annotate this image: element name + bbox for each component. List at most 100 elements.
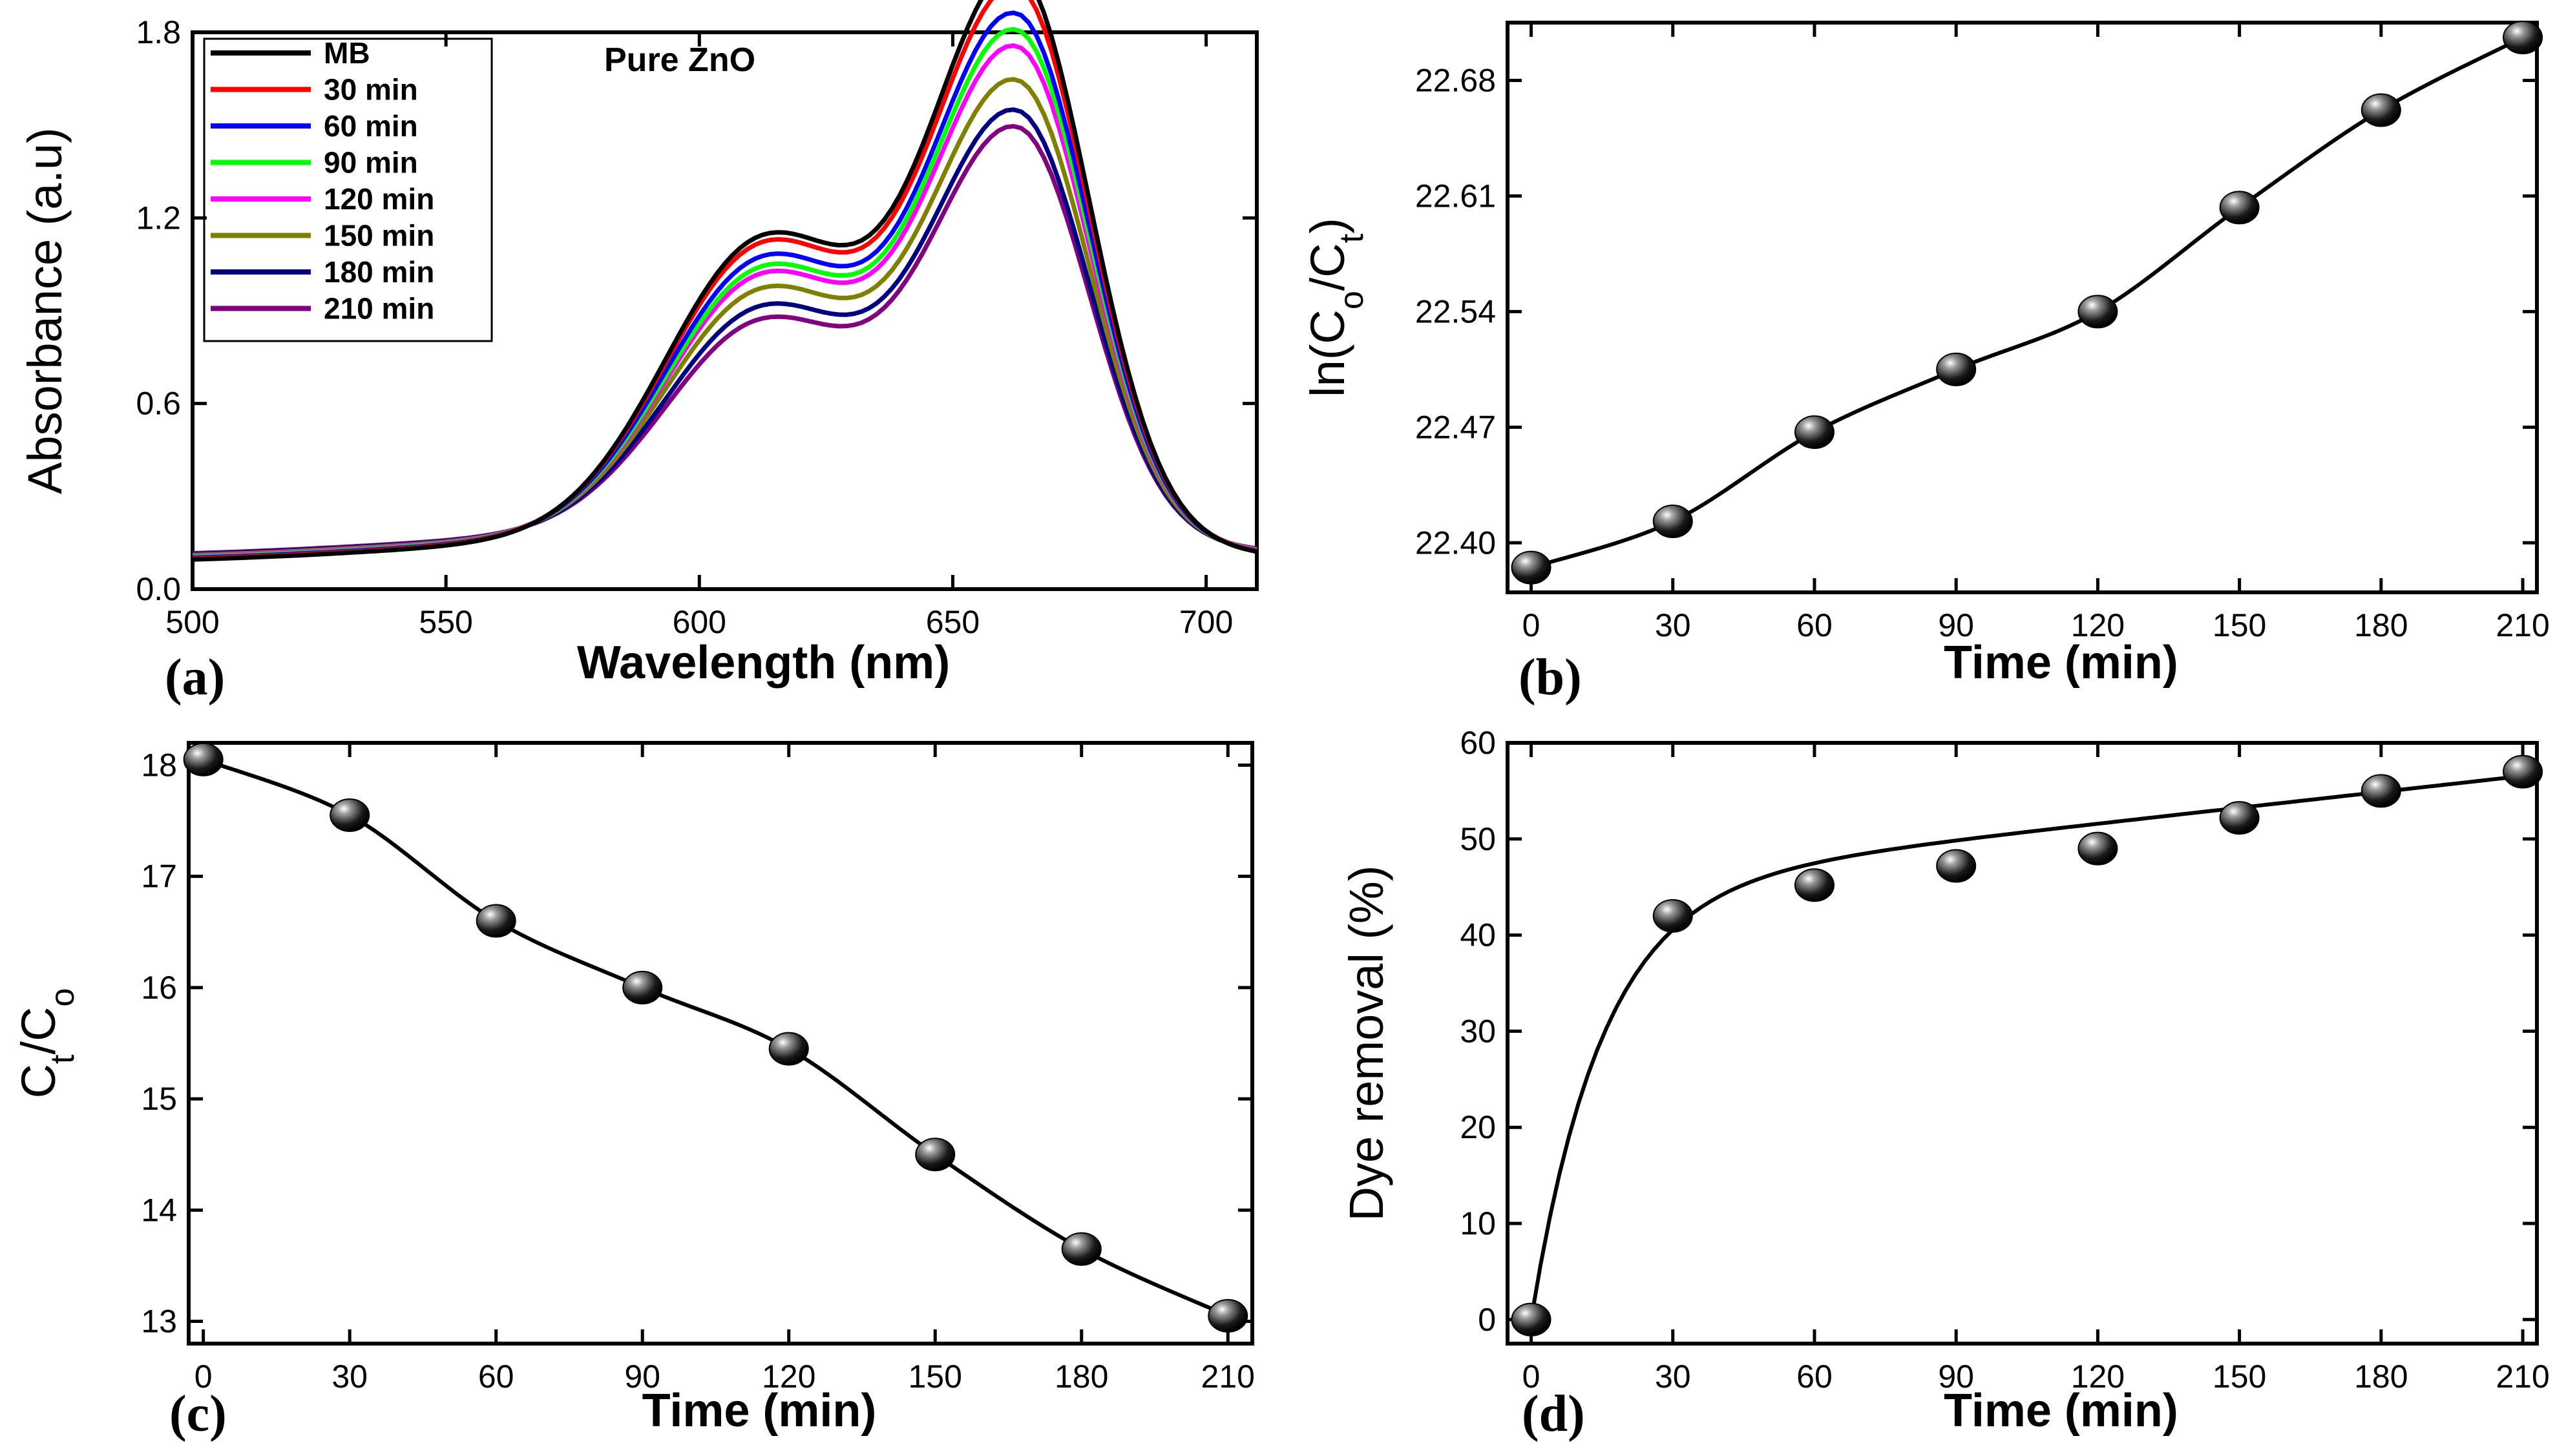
data-point: [1208, 1298, 1248, 1333]
y-axis-title: Dye removal (%): [1340, 866, 1393, 1222]
y-tick-label: 1.2: [136, 200, 181, 236]
panel-label: (c): [169, 1386, 227, 1442]
data-point: [330, 798, 370, 832]
x-tick-label: 180: [2354, 1358, 2408, 1395]
data-point: [1794, 868, 1835, 902]
panel-label: (b): [1519, 649, 1582, 706]
x-tick-label: 700: [1179, 604, 1233, 640]
fit-line: [202, 758, 1229, 1318]
y-tick-label: 22.68: [1415, 62, 1496, 98]
legend-label: 150 min: [324, 219, 434, 253]
legend-label: 60 min: [324, 109, 418, 143]
plot-frame: [187, 741, 1254, 1346]
x-tick-label: 210: [2496, 607, 2549, 643]
y-tick-label: 50: [1460, 821, 1496, 857]
y-tick-label: 30: [1460, 1013, 1496, 1049]
data-point: [768, 1032, 809, 1066]
x-tick-label: 30: [1655, 607, 1691, 643]
data-point: [2503, 754, 2543, 789]
panel-b: 0 30 60 90 120 150 180 210 22.40 22.47 22.54 22.61 2…: [1301, 21, 2550, 706]
x-tick-label: 30: [1655, 1358, 1691, 1395]
x-tick-label: 120: [2071, 607, 2125, 643]
data-point: [1794, 415, 1835, 450]
x-tick-label: 150: [2213, 607, 2266, 643]
y-tick-label: 10: [1460, 1205, 1496, 1242]
x-tick-label: 90: [1938, 607, 1974, 643]
x-tick-label: 650: [926, 604, 980, 640]
plot-frame: [1506, 741, 2539, 1346]
y-tick-label: 18: [141, 747, 177, 783]
data-point: [1936, 352, 1977, 386]
x-axis-title: Time (min): [642, 1385, 877, 1437]
x-tick-label: 120: [2071, 1358, 2125, 1395]
y-axis-title: Absorbance (a.u): [18, 127, 72, 494]
y-tick-label: 0: [1478, 1302, 1496, 1338]
data-point: [476, 904, 516, 938]
x-tick-label: 180: [2354, 607, 2408, 643]
y-tick-label: 22.54: [1415, 293, 1496, 329]
data-point: [2077, 831, 2118, 866]
data-point: [2219, 191, 2260, 225]
legend-box: [203, 37, 493, 342]
y-tick-label: 15: [141, 1081, 177, 1117]
y-tick-label: 1.8: [136, 14, 181, 50]
fit-line: [1530, 36, 2524, 570]
x-tick-label: 60: [1796, 607, 1833, 643]
legend-label: 30 min: [324, 73, 418, 107]
data-point: [2503, 21, 2543, 55]
data-point: [183, 742, 224, 776]
data-point: [2077, 295, 2118, 329]
x-tick-label: 500: [165, 604, 219, 640]
x-axis-title: Time (min): [1944, 637, 2178, 689]
y-tick-label: 20: [1460, 1109, 1496, 1145]
y-axis-title: Ct/Co: [12, 988, 81, 1099]
legend-label: 120 min: [324, 182, 434, 216]
x-tick-label: 60: [1796, 1358, 1833, 1395]
y-axis-title: ln(Co/Ct): [1301, 218, 1371, 397]
y-tick-label: 0.6: [136, 386, 181, 422]
legend-label: 210 min: [324, 292, 434, 326]
data-point: [2360, 93, 2401, 127]
x-tick-label: 90: [1938, 1358, 1974, 1395]
legend-label: 90 min: [324, 146, 418, 180]
data-point: [915, 1138, 956, 1172]
annotation-label: Pure ZnO: [604, 41, 755, 79]
x-tick-label: 600: [673, 604, 726, 640]
panel-a: 500 550 600 650 700 0.0 0.6 1.2 1.8 Wavelength (n…: [18, 0, 1259, 706]
x-tick-label: 150: [2213, 1358, 2266, 1395]
x-tick-label: 0: [1522, 1358, 1540, 1395]
x-tick-label: 180: [1055, 1358, 1108, 1395]
spectrum-line: [192, 0, 1257, 562]
x-tick-label: 120: [762, 1358, 815, 1395]
x-tick-label: 0: [195, 1358, 213, 1395]
y-tick-label: 22.61: [1415, 178, 1496, 214]
legend-label: 180 min: [324, 255, 434, 289]
plot-frame: [191, 30, 1259, 591]
data-point: [1511, 1302, 1551, 1336]
panel-label: (d): [1522, 1386, 1585, 1442]
legend-label: MB: [324, 36, 370, 70]
x-tick-label: 210: [2496, 1358, 2549, 1395]
y-tick-label: 40: [1460, 917, 1496, 953]
x-tick-label: 0: [1522, 607, 1540, 643]
data-point: [622, 970, 663, 1004]
x-axis-title: Time (min): [1944, 1385, 2178, 1437]
data-point: [2219, 801, 2260, 835]
x-tick-label: 90: [624, 1358, 660, 1395]
y-tick-label: 22.47: [1415, 409, 1496, 445]
panel-label: (a): [165, 649, 225, 706]
panel-d: 0 30 60 90 120 150 180 210 0 10 20 30 40 50 60 Time (mi…: [1340, 725, 2550, 1442]
data-point: [1652, 504, 1693, 539]
y-tick-label: 17: [141, 858, 177, 895]
y-tick-label: 16: [141, 970, 177, 1006]
y-tick-label: 14: [141, 1192, 177, 1228]
y-tick-label: 13: [141, 1304, 177, 1340]
data-point: [1061, 1232, 1102, 1266]
data-point: [2360, 774, 2401, 808]
x-tick-label: 150: [909, 1358, 962, 1395]
data-point: [1511, 550, 1551, 585]
plot-frame: [1506, 21, 2539, 594]
y-tick-label: 60: [1460, 725, 1496, 761]
y-tick-label: 22.40: [1415, 525, 1496, 561]
